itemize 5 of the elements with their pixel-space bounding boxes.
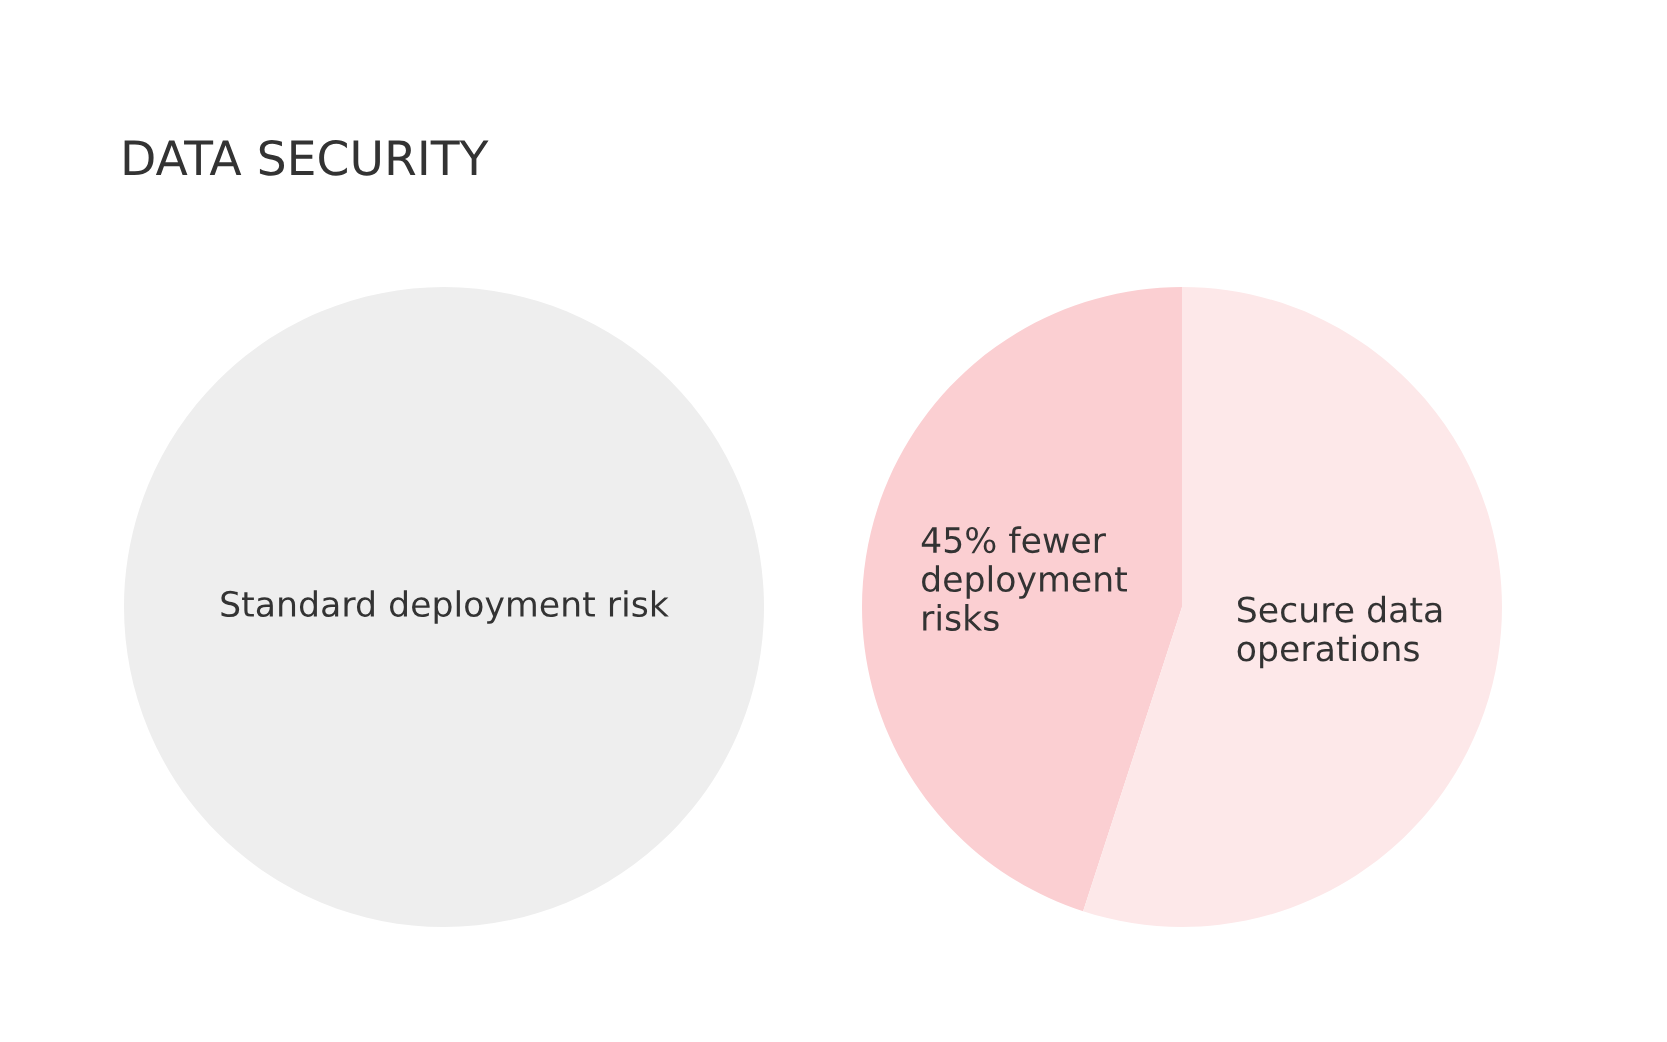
slice-label: Standard deployment risk: [221, 590, 669, 624]
slice-label: 45% fewer deployment risks: [921, 526, 1127, 631]
pie-slice: [862, 287, 1182, 912]
slice-label: Secure data operations: [1237, 595, 1442, 669]
chart-title: DATA SECURITY: [124, 139, 489, 176]
